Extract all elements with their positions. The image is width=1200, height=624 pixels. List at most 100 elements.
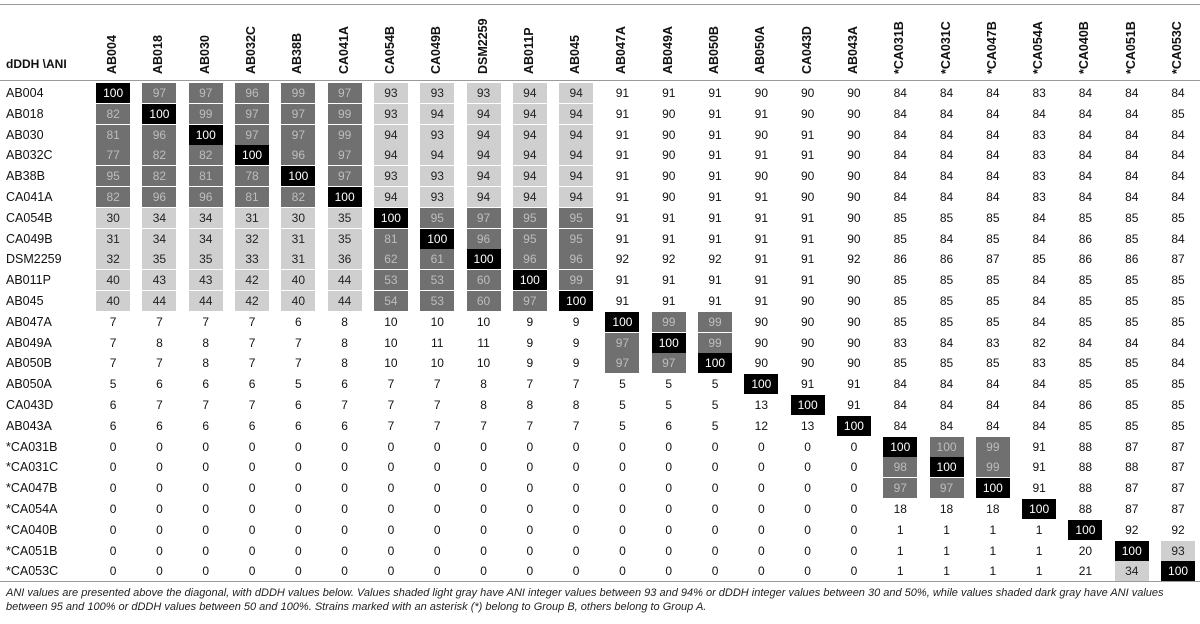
table-cell: 95 (512, 228, 547, 249)
table-cell: 85 (1125, 294, 1139, 308)
table-cell: 0 (433, 439, 441, 454)
row-label: AB050B (6, 356, 52, 371)
table-cell: 91 (708, 106, 722, 121)
table-cell: 90 (662, 148, 676, 163)
table-cell: 0 (248, 564, 256, 579)
table-cell: 6 (341, 418, 348, 433)
table-cell: 0 (850, 502, 858, 516)
table-cell: 84 (939, 418, 954, 433)
table-cell: 0 (711, 522, 719, 537)
row-label: AB047A (6, 314, 52, 329)
table-cell: 91 (754, 273, 769, 288)
table-cell: 1 (989, 564, 997, 579)
table-cell: 83 (893, 335, 907, 350)
table-cell: 7 (433, 398, 441, 412)
table-cell: 84 (986, 190, 1000, 204)
table-cell: 84 (986, 418, 1000, 433)
table-cell: 10 (384, 335, 398, 350)
table-cell: 90 (800, 169, 815, 184)
table-cell: 84 (939, 335, 954, 350)
table-cell: 43 (142, 270, 177, 291)
table-cell: 0 (711, 502, 719, 516)
table-cell: 100 (466, 249, 501, 270)
table-cell: 85 (939, 210, 954, 225)
table-cell: 35 (327, 228, 362, 249)
row-label: AB032C (6, 148, 53, 163)
table-cell: 0 (341, 439, 348, 454)
table-cell: 0 (248, 543, 256, 558)
table-cell: 87 (1125, 439, 1139, 454)
column-header: *CA040B (1068, 8, 1102, 76)
table-cell: 7 (341, 398, 348, 412)
table-cell: 82 (96, 187, 131, 207)
table-cell: 84 (1032, 377, 1046, 392)
table-cell: 97 (235, 103, 270, 124)
table-cell: 84 (1171, 190, 1185, 204)
table-cell: 88 (1078, 502, 1093, 516)
table-cell: 0 (341, 543, 348, 558)
table-cell: 100 (836, 415, 871, 436)
table-cell: 0 (433, 543, 441, 558)
table-cell: 10 (476, 356, 491, 371)
table-cell: 92 (1125, 522, 1139, 537)
table-cell: 44 (188, 291, 223, 311)
row-label: DSM2259 (6, 252, 62, 267)
table-cell: 95 (559, 228, 594, 249)
table-cell: 84 (893, 106, 907, 121)
table-cell: 84 (1078, 190, 1093, 204)
table-cell: 6 (156, 418, 163, 433)
table-cell: 85 (1171, 398, 1185, 412)
column-header-label: AB043A (845, 26, 860, 74)
table-cell: 92 (847, 252, 861, 267)
table-cell: 0 (109, 460, 117, 475)
column-header-label: *CA047B (984, 21, 999, 74)
table-cell: 7 (295, 356, 302, 371)
table-cell: 84 (1078, 169, 1093, 184)
column-header: *CA031B (883, 8, 917, 76)
row-label: *CA053C (6, 564, 59, 579)
table-cell: 31 (235, 207, 270, 228)
table-cell: 7 (156, 314, 163, 329)
table-cell: 94 (559, 166, 594, 187)
table-cell: 85 (1125, 210, 1139, 225)
row-label: *CA031C (6, 460, 59, 475)
column-header: AB032C (235, 8, 269, 76)
table-cell: 34 (188, 207, 223, 228)
table-cell: 99 (327, 124, 362, 145)
table-cell: 11 (477, 335, 490, 350)
table-cell: 0 (526, 522, 534, 537)
table-cell: 31 (281, 249, 316, 270)
table-cell: 77 (96, 145, 131, 166)
table-cell: 85 (1078, 294, 1093, 308)
table-cell: 85 (1171, 294, 1185, 308)
table-cell: 91 (754, 231, 769, 246)
table-cell: 90 (847, 86, 861, 100)
table-cell: 85 (1078, 356, 1093, 371)
table-cell: 82 (142, 166, 177, 187)
table-cell: 91 (615, 210, 630, 225)
table-cell: 0 (619, 543, 626, 558)
table-cell: 0 (202, 439, 210, 454)
table-cell: 90 (754, 86, 769, 100)
table-cell: 18 (939, 502, 954, 516)
table-cell: 0 (156, 439, 163, 454)
table-cell: 85 (986, 210, 1000, 225)
table-cell: 0 (387, 481, 395, 496)
table-cell: 0 (480, 481, 487, 496)
table-cell: 84 (1125, 127, 1139, 142)
table-cell: 85 (893, 210, 907, 225)
table-cell: 92 (662, 252, 676, 267)
table-cell: 0 (433, 481, 441, 496)
table-cell: 96 (466, 228, 501, 249)
table-cell: 93 (373, 166, 408, 187)
table-cell: 7 (248, 356, 256, 371)
table-cell: 44 (327, 291, 362, 311)
table-cell: 0 (850, 439, 858, 454)
table-cell: 91 (708, 127, 722, 142)
table-cell: 0 (711, 439, 719, 454)
column-header: CA043D (791, 8, 825, 76)
column-header: AB38B (281, 8, 315, 76)
column-header-label: *CA031B (892, 21, 907, 74)
table-cell: 0 (109, 543, 117, 558)
table-cell: 90 (754, 127, 769, 142)
